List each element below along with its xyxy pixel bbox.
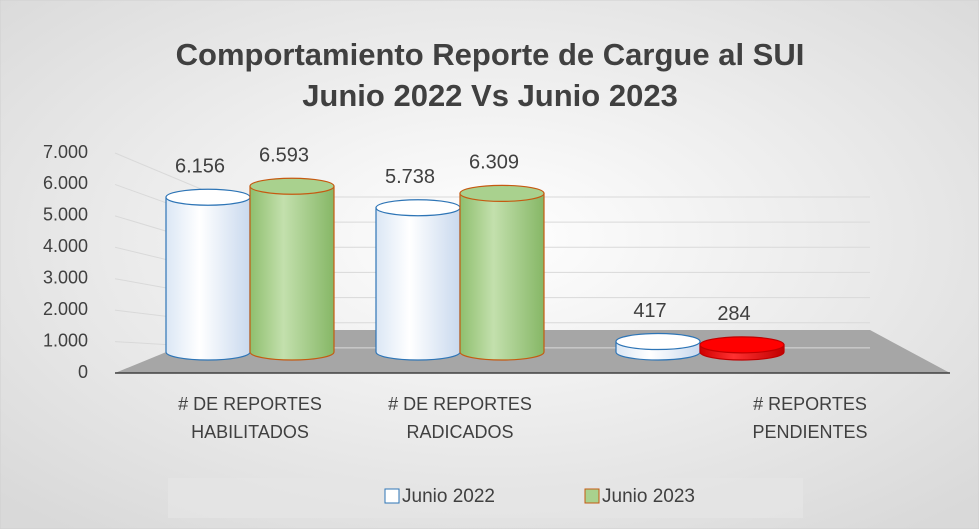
bar-top	[615, 332, 701, 351]
legend-label: Junio 2023	[602, 486, 695, 507]
y-tick-label: 0	[78, 362, 88, 382]
bar	[459, 192, 545, 361]
x-tick-label: # REPORTES	[753, 394, 867, 414]
bar-top	[249, 177, 335, 195]
bar	[375, 207, 461, 361]
legend-swatch	[384, 488, 400, 504]
y-tick-label: 3.000	[43, 267, 88, 287]
bar-top	[699, 336, 785, 354]
y-tick-label: 1.000	[43, 330, 88, 350]
x-tick-label: HABILITADOS	[191, 422, 309, 442]
x-tick-label: # DE REPORTES	[178, 394, 322, 414]
x-tick-label: PENDIENTES	[752, 422, 867, 442]
bar	[249, 185, 335, 361]
bar-top	[459, 184, 545, 202]
value-label: 6.593	[259, 145, 309, 167]
chart-subtitle: Junio 2022 Vs Junio 2023	[302, 78, 678, 113]
y-tick-label: 4.000	[43, 236, 88, 256]
x-tick-label: # DE REPORTES	[388, 394, 532, 414]
y-tick-label: 5.000	[43, 205, 88, 225]
value-label: 6.156	[175, 156, 225, 178]
value-label: 6.309	[469, 152, 519, 174]
bar	[165, 196, 251, 361]
legend-swatch	[584, 488, 600, 504]
y-tick-label: 2.000	[43, 299, 88, 319]
value-label: 5.738	[385, 166, 435, 188]
y-tick-label: 7.000	[43, 142, 88, 162]
chart-title: Comportamiento Reporte de Cargue al SUI	[176, 37, 805, 72]
legend-box	[168, 478, 803, 518]
value-label: 284	[717, 303, 750, 325]
value-label: 417	[633, 300, 666, 322]
bar-top	[165, 188, 251, 206]
x-tick-label: RADICADOS	[406, 422, 513, 442]
legend-label: Junio 2022	[402, 486, 495, 507]
bar-top	[375, 199, 461, 217]
y-tick-label: 6.000	[43, 173, 88, 193]
